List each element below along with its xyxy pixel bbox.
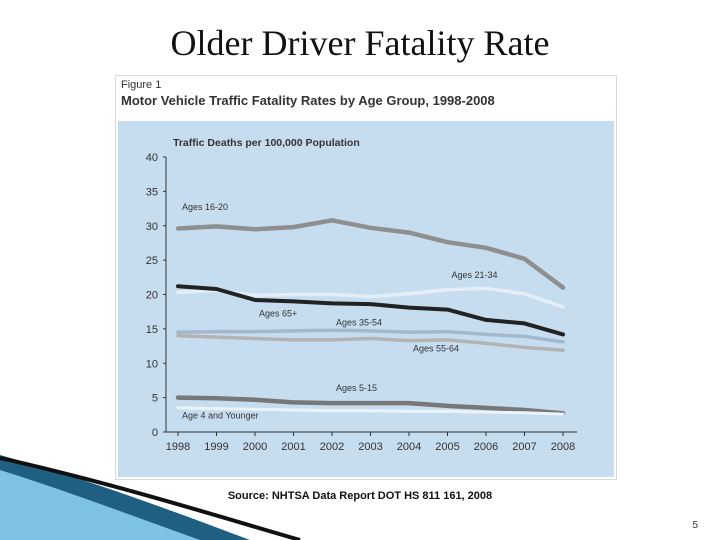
series-line-ages-35-54 <box>176 328 565 344</box>
x-tick-label: 2007 <box>512 441 536 453</box>
chart-title: Traffic Deaths per 100,000 Population <box>173 137 360 149</box>
y-tick-label: 10 <box>146 358 158 370</box>
series-label: Ages 16-20 <box>182 202 228 212</box>
series-lines <box>175 218 566 416</box>
y-tick-label: 25 <box>146 255 158 267</box>
y-tick-label: 5 <box>152 393 158 405</box>
figure-title: Motor Vehicle Traffic Fatality Rates by … <box>121 93 495 108</box>
x-tick-label: 2001 <box>281 441 305 453</box>
slide-title: Older Driver Fatality Rate <box>170 23 550 63</box>
x-tick-label: 2005 <box>435 441 459 453</box>
x-tick-label: 2003 <box>358 441 382 453</box>
x-tick-label: 2006 <box>474 441 498 453</box>
series-labels: Ages 16-20 Ages 21-34 Ages 65+ Ages 35-54 Ag… <box>182 202 498 420</box>
y-tick-label: 15 <box>146 324 158 336</box>
series-line-ages-55-64 <box>176 334 565 352</box>
x-tick-label: 1999 <box>204 441 228 453</box>
series-line-age-4-and-younger <box>176 406 565 416</box>
x-tick-label: 2002 <box>320 441 344 453</box>
x-tick-label: 1998 <box>166 441 190 453</box>
series-label: Ages 21-34 <box>452 270 498 280</box>
series-line-ages-16-20 <box>175 218 566 290</box>
y-tick-label: 0 <box>152 427 158 439</box>
x-tick-label: 2004 <box>397 441 421 453</box>
y-tick-label: 35 <box>146 186 158 198</box>
line-chart: Traffic Deaths per 100,000 Population 0 5… <box>146 137 577 453</box>
x-axis: 1998 1999 2000 2001 2002 2003 2004 2005 2006 2007… <box>166 431 577 453</box>
figure-panel: Figure 1 Motor Vehicle Traffic Fatality … <box>115 75 617 480</box>
series-label: Age 4 and Younger <box>182 410 259 420</box>
series-label: Ages 35-54 <box>336 317 382 327</box>
plot-panel: Traffic Deaths per 100,000 Population 0 5… <box>118 121 614 477</box>
y-tick-label: 30 <box>146 221 158 233</box>
y-tick-label: 40 <box>146 152 158 164</box>
series-label: Ages 5-15 <box>336 383 377 393</box>
x-tick-label: 2008 <box>551 441 575 453</box>
series-label: Ages 65+ <box>259 309 297 319</box>
series-line-ages-21-34 <box>176 286 565 309</box>
x-tick-label: 2000 <box>243 441 267 453</box>
y-tick-label: 20 <box>146 290 158 302</box>
y-axis: 0 5 10 15 20 25 30 35 40 <box>146 152 167 439</box>
swoosh-band-light <box>0 470 200 540</box>
page-number: 5 <box>692 520 698 531</box>
series-label: Ages 55-64 <box>413 344 459 354</box>
swoosh-line <box>0 456 301 540</box>
source-citation: Source: NHTSA Data Report DOT HS 811 161… <box>227 490 493 502</box>
figure-label: Figure 1 <box>121 79 162 91</box>
series-line-ages-65 <box>176 284 565 337</box>
series-line-ages-5-15 <box>175 395 566 416</box>
